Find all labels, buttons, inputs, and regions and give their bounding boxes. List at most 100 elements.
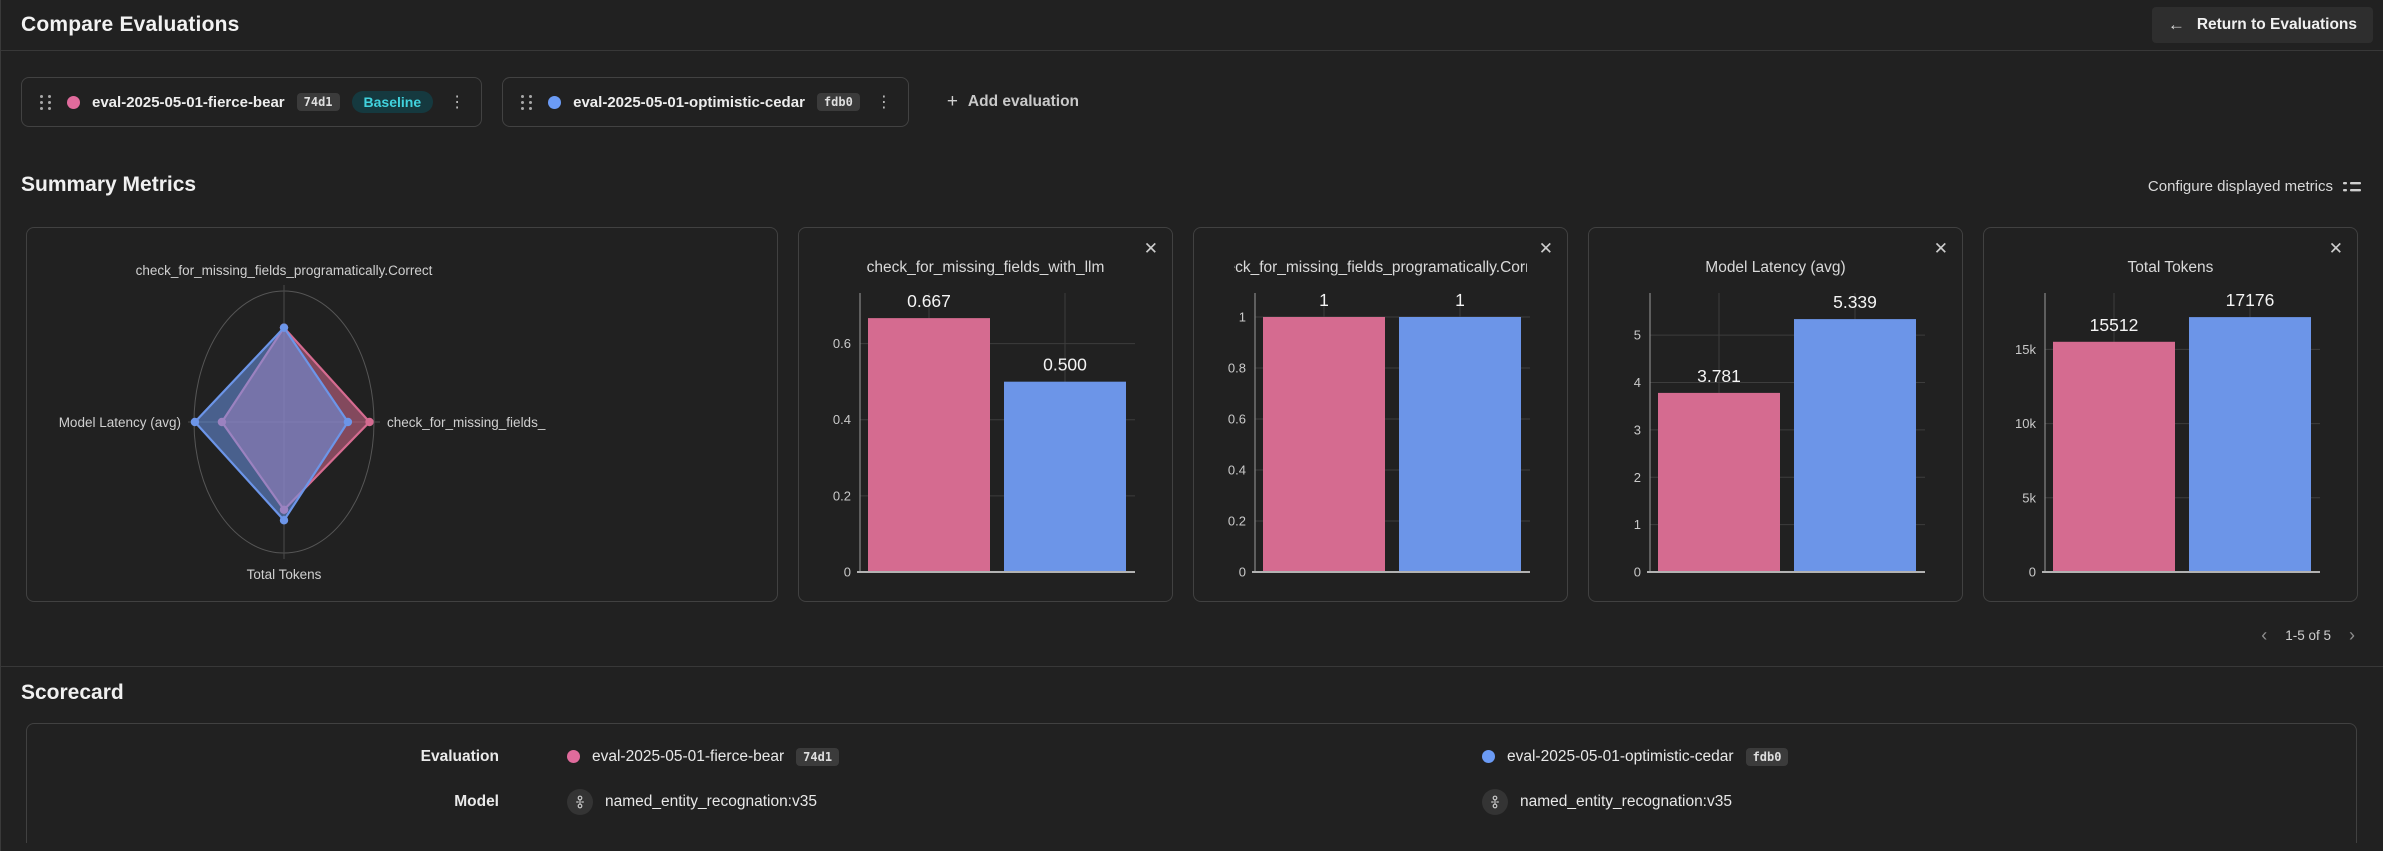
svg-text:Model Latency (avg): Model Latency (avg) (59, 415, 181, 430)
svg-text:3.781: 3.781 (1697, 366, 1741, 386)
scorecard-table: Evaluation eval-2025-05-01-fierce-bear 7… (26, 723, 2357, 843)
svg-text:5k: 5k (2022, 490, 2036, 505)
kebab-menu-icon[interactable]: ⋮ (445, 90, 469, 114)
close-icon[interactable]: ✕ (1538, 239, 1553, 258)
radar-chart-card: check_for_missing_fields_programatically… (26, 227, 778, 602)
back-arrow-icon: ← (2167, 15, 2185, 34)
evaluation-hash-badge: fdb0 (816, 93, 860, 111)
bar-chart: 0 5k 10k 15k 15512 17176 (1984, 228, 2357, 601)
scorecard-title: Scorecard (21, 681, 124, 704)
svg-text:check_for_missing_fields_: check_for_missing_fields_ (387, 415, 546, 430)
model-cell[interactable]: named_entity_recognation:v35 (1442, 788, 2356, 815)
evaluation-color-dot (567, 750, 580, 763)
return-button-label: Return to Evaluations (2196, 16, 2357, 33)
evaluation-cell[interactable]: eval-2025-05-01-optimistic-cedar fdb0 (1442, 747, 2356, 766)
svg-text:1: 1 (1634, 517, 1641, 532)
evaluation-name: eval-2025-05-01-fierce-bear (92, 93, 285, 111)
metrics-pagination: ‹ 1-5 of 5 › (1, 626, 2355, 644)
bar-chart-card: ✕ Model Latency (avg) 0 1 2 3 4 5 3.781 5.339 (1588, 227, 1963, 602)
scorecard-header: Scorecard (21, 681, 2363, 705)
svg-text:0: 0 (1239, 565, 1246, 580)
svg-text:0.6: 0.6 (833, 336, 851, 351)
svg-text:1: 1 (1455, 290, 1465, 310)
baseline-badge: Baseline (351, 91, 434, 113)
close-icon[interactable]: ✕ (2328, 239, 2343, 258)
chevron-left-icon[interactable]: ‹ (2261, 625, 2268, 645)
svg-text:5.339: 5.339 (1833, 292, 1877, 312)
svg-text:0: 0 (844, 565, 851, 580)
row-label: Evaluation (420, 747, 499, 765)
chart-title: Total Tokens (2127, 259, 2214, 276)
drag-handle-icon[interactable] (517, 91, 536, 114)
svg-text:2: 2 (1634, 470, 1641, 485)
svg-text:5: 5 (1634, 328, 1641, 343)
scorecard-row-evaluation: Evaluation eval-2025-05-01-fierce-bear 7… (27, 734, 2356, 779)
svg-text:0.667: 0.667 (907, 291, 951, 311)
evaluation-name: eval-2025-05-01-fierce-bear (592, 747, 785, 765)
svg-text:0.6: 0.6 (1228, 411, 1246, 426)
add-evaluation-button[interactable]: + Add evaluation (947, 91, 1079, 113)
svg-text:15512: 15512 (2090, 315, 2139, 335)
row-label: Model (454, 792, 499, 810)
page-title: Compare Evaluations (21, 13, 240, 36)
evaluation-color-dot (1482, 750, 1495, 763)
svg-text:0: 0 (1634, 565, 1641, 580)
top-header: Compare Evaluations ← Return to Evaluati… (1, 0, 2383, 51)
configure-displayed-metrics-button[interactable]: Configure displayed metrics (2148, 178, 2361, 197)
summary-metrics-title: Summary Metrics (21, 173, 197, 196)
drag-handle-icon[interactable] (36, 91, 55, 114)
model-cell[interactable]: named_entity_recognation:v35 (527, 788, 1442, 815)
bar-chart-card: ✕ check_for_missing_fields_programatical… (1193, 227, 1568, 602)
svg-text:10k: 10k (2015, 416, 2036, 431)
evaluation-hash-badge: fdb0 (1745, 747, 1789, 766)
return-to-evaluations-button[interactable]: ← Return to Evaluations (2151, 7, 2373, 43)
model-name: named_entity_recognation:v35 (605, 792, 817, 810)
bar-chart-card: ✕ Total Tokens 0 5k 10k 15k 15512 17176 (1983, 227, 2358, 602)
scorecard-row-model: Model named_entity_recognation:v35 named… (27, 779, 2356, 824)
close-icon[interactable]: ✕ (1933, 239, 1948, 258)
list-settings-icon (2343, 181, 2361, 191)
section-divider (1, 666, 2383, 667)
add-evaluation-label: Add evaluation (967, 93, 1080, 110)
summary-metric-cards: check_for_missing_fields_programatically… (1, 227, 2383, 602)
svg-text:1: 1 (1319, 290, 1329, 310)
evaluation-chip-comparison[interactable]: eval-2025-05-01-optimistic-cedar fdb0 ⋮ (502, 77, 909, 127)
svg-text:Total Tokens: Total Tokens (247, 567, 322, 582)
svg-text:check_for_missing_fields_progr: check_for_missing_fields_programatically… (136, 263, 433, 278)
svg-text:1: 1 (1239, 309, 1246, 324)
svg-text:0.2: 0.2 (1228, 513, 1246, 528)
svg-text:0.500: 0.500 (1043, 355, 1087, 375)
svg-text:0.4: 0.4 (833, 412, 851, 427)
bar-chart: 0 0.2 0.4 0.6 0.667 0.500 (799, 228, 1172, 601)
svg-text:15k: 15k (2015, 342, 2036, 357)
evaluation-chips-row: eval-2025-05-01-fierce-bear 74d1 Baselin… (21, 77, 2363, 127)
close-icon[interactable]: ✕ (1143, 239, 1158, 258)
evaluation-color-dot (67, 95, 80, 109)
summary-metrics-header: Summary Metrics Configure displayed metr… (21, 173, 2361, 197)
svg-text:0.4: 0.4 (1228, 462, 1246, 477)
svg-text:4: 4 (1634, 375, 1641, 390)
svg-text:0.8: 0.8 (1228, 360, 1246, 375)
evaluation-hash-badge: 74d1 (796, 747, 840, 766)
bar-chart: 0 0.2 0.4 0.6 0.8 1 1 1 (1194, 228, 1567, 601)
model-icon (567, 788, 593, 815)
evaluation-chip-baseline[interactable]: eval-2025-05-01-fierce-bear 74d1 Baselin… (21, 77, 483, 127)
evaluation-hash-badge: 74d1 (296, 93, 340, 111)
evaluation-name: eval-2025-05-01-optimistic-cedar (1507, 747, 1734, 765)
model-icon (1482, 788, 1508, 815)
evaluation-name: eval-2025-05-01-optimistic-cedar (573, 93, 805, 111)
model-name: named_entity_recognation:v35 (1520, 792, 1732, 810)
svg-text:3: 3 (1634, 422, 1641, 437)
svg-text:0: 0 (2029, 565, 2036, 580)
bar-chart: 0 1 2 3 4 5 3.781 5.339 (1589, 228, 1962, 601)
bar-chart-card: ✕ check_for_missing_fields_with_llm 0 0.2… (798, 227, 1173, 602)
evaluation-color-dot (548, 95, 562, 109)
plus-icon: + (946, 91, 958, 112)
evaluation-cell[interactable]: eval-2025-05-01-fierce-bear 74d1 (527, 747, 1442, 766)
chevron-right-icon[interactable]: › (2349, 625, 2355, 645)
svg-text:0.2: 0.2 (833, 488, 851, 503)
kebab-menu-icon[interactable]: ⋮ (872, 90, 896, 114)
chart-title: Model Latency (avg) (1705, 259, 1846, 276)
radar-chart: check_for_missing_fields_programatically… (27, 228, 777, 601)
configure-metrics-label: Configure displayed metrics (2147, 178, 2333, 195)
